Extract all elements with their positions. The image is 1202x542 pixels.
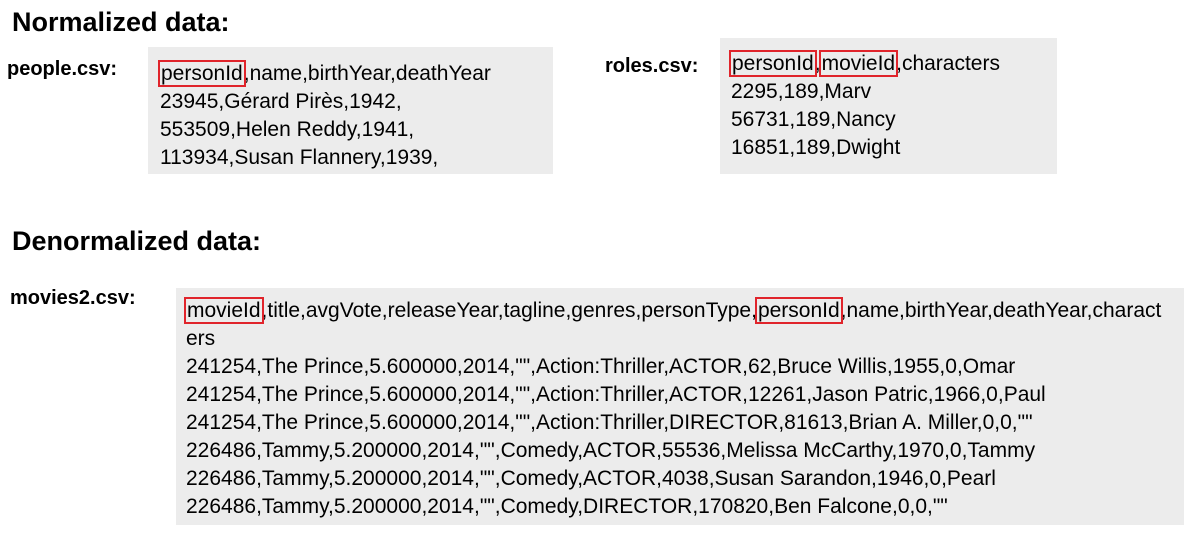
movieId-key-highlight: movieId xyxy=(184,297,264,324)
movies2-header-rest: ,name,birthYear,deathYear,characters xyxy=(186,299,1162,350)
people-file-label: people.csv: xyxy=(7,58,118,80)
roles-row: 2295,189,Marv xyxy=(731,80,872,103)
roles-header-sep: , xyxy=(814,52,821,75)
denormalized-heading: Denormalized data: xyxy=(12,226,262,256)
normalized-heading: Normalized data: xyxy=(12,7,230,37)
people-row: 553509,Helen Reddy,1941, xyxy=(160,118,415,141)
roles-header-rest: ,characters xyxy=(896,52,1000,75)
personId-key-highlight: personId xyxy=(729,50,817,77)
roles-row: 16851,189,Dwight xyxy=(731,136,901,159)
people-header-rest: ,name,birthYear,deathYear xyxy=(243,62,491,85)
movies2-row: 241254,The Prince,5.600000,2014,"",Actio… xyxy=(186,355,1016,378)
movies2-row: 241254,The Prince,5.600000,2014,"",Actio… xyxy=(186,383,1046,406)
movieId-key-highlight: movieId xyxy=(818,50,899,77)
movies2-row: 241254,The Prince,5.600000,2014,"",Actio… xyxy=(186,411,1033,434)
roles-row: 56731,189,Nancy xyxy=(731,108,896,131)
personId-key-highlight: personId xyxy=(754,297,843,324)
people-csv-box: personId,name,birthYear,deathYear 23945,… xyxy=(148,47,553,174)
roles-file-label: roles.csv: xyxy=(605,55,699,77)
roles-csv-box: personId,movieId,characters 2295,189,Mar… xyxy=(720,38,1057,174)
people-row: 23945,Gérard Pirès,1942, xyxy=(160,90,402,113)
personId-key-highlight: personId xyxy=(158,60,246,87)
movies2-file-label: movies2.csv: xyxy=(10,287,136,309)
movies2-header-line: movieId,title,avgVote,releaseYear,taglin… xyxy=(184,297,1168,353)
movies2-row: 226486,Tammy,5.200000,2014,"",Comedy,DIR… xyxy=(186,495,948,518)
movies2-row: 226486,Tammy,5.200000,2014,"",Comedy,ACT… xyxy=(186,467,996,490)
people-row: 113934,Susan Flannery,1939, xyxy=(160,146,439,169)
movies2-header-mid: ,title,avgVote,releaseYear,tagline,genre… xyxy=(261,299,757,322)
roles-header-line: personId,movieId,characters xyxy=(729,50,1057,78)
movies2-csv-box: movieId,title,avgVote,releaseYear,taglin… xyxy=(176,288,1184,525)
movies2-row: 226486,Tammy,5.200000,2014,"",Comedy,ACT… xyxy=(186,439,1036,462)
people-header-line: personId,name,birthYear,deathYear xyxy=(158,60,553,88)
